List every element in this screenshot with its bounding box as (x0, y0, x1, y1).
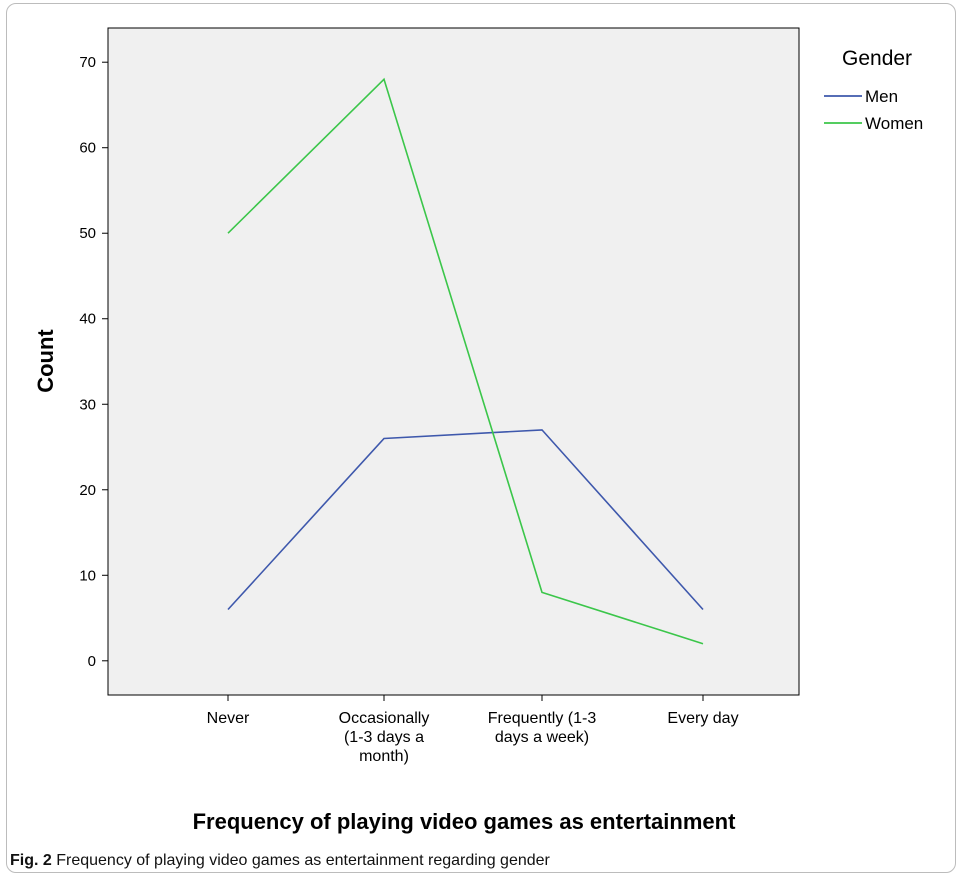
plot-area (107, 27, 800, 696)
y-tick-label: 50 (79, 225, 96, 242)
legend-label-men: Men (865, 87, 898, 106)
caption-figure-label: Fig. 2 (10, 852, 52, 869)
figure-caption: Fig. 2 Frequency of playing video games … (10, 852, 950, 870)
line-chart: 0 10 20 30 40 50 60 70 Never Occasionally (1-3 da… (33, 27, 923, 834)
x-tick-label: Every day (667, 710, 738, 727)
x-tick-label: Never (207, 710, 250, 727)
x-tick-label: Frequently (1-3 days a week) (488, 710, 597, 746)
x-axis: Never Occasionally (1-3 days a month) Freque… (207, 695, 739, 765)
y-tick-label: 20 (79, 482, 96, 499)
caption-text: Frequency of playing video games as ente… (51, 852, 550, 869)
y-tick-label: 0 (88, 653, 96, 670)
x-tick-label: Occasionally (1-3 days a month) (339, 710, 430, 765)
legend-title: Gender (842, 47, 912, 70)
y-axis-label: Count (33, 329, 58, 393)
y-tick-label: 70 (79, 54, 96, 71)
y-tick-label: 60 (79, 140, 96, 157)
series-lines (227, 77, 704, 645)
x-axis-label: Frequency of playing video games as ente… (193, 809, 736, 834)
legend-label-women: Women (865, 114, 923, 133)
series-line-women (227, 77, 704, 645)
y-tick-label: 10 (79, 567, 96, 584)
y-axis: 0 10 20 30 40 50 60 70 (79, 54, 108, 670)
y-tick-label: 40 (79, 311, 96, 328)
figure-frame (6, 3, 956, 873)
series-line-men (227, 429, 704, 611)
y-tick-label: 30 (79, 396, 96, 413)
legend: Gender Men Women (824, 47, 923, 133)
